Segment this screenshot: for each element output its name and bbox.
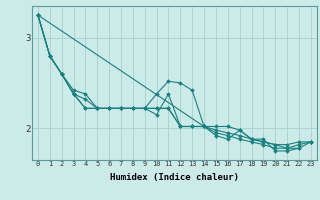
- X-axis label: Humidex (Indice chaleur): Humidex (Indice chaleur): [110, 173, 239, 182]
